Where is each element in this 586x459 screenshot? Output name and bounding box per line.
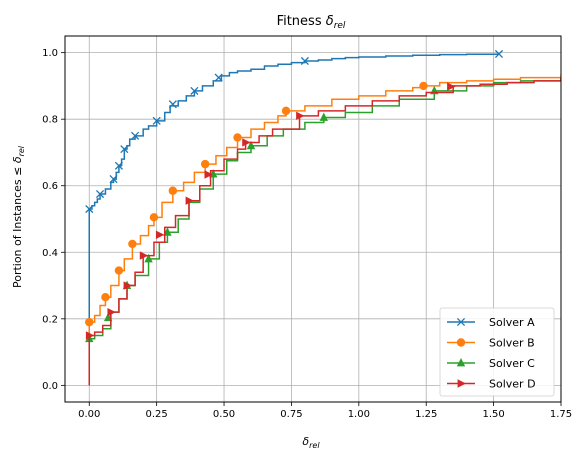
data-point-solver-a [168, 100, 177, 109]
x-tick-label: 1.50 [482, 409, 504, 420]
x-tick-label: 1.25 [415, 409, 437, 420]
x-tick-label: 0.00 [78, 409, 100, 420]
data-point-solver-d [85, 331, 95, 340]
legend-marker [456, 358, 466, 367]
legend: Solver A Solver B Solver C Solver D [439, 307, 555, 397]
data-point-solver-b [101, 292, 110, 302]
legend-label: Solver B [489, 337, 535, 350]
series-line-solver-a [88, 53, 500, 386]
x-tick-label: 1.00 [348, 409, 370, 420]
data-point-solver-a [131, 131, 140, 140]
legend-item-solver-c: Solver C [447, 357, 535, 370]
data-point-solver-d [139, 251, 149, 260]
legend-item-solver-b: Solver B [447, 337, 535, 350]
y-tick-label: 1.0 [42, 48, 58, 59]
y-tick-label: 0.4 [42, 248, 58, 259]
data-point-solver-d [185, 196, 194, 205]
y-axis: 0.0 0.2 0.4 0.6 0.8 1.0 [42, 48, 65, 392]
data-point-solver-b [114, 266, 124, 275]
legend-item-solver-a: Solver A [447, 316, 535, 329]
data-point-solver-a [95, 189, 105, 199]
legend-label: Solver C [489, 357, 535, 370]
data-point-solver-a [214, 73, 223, 82]
data-point-solver-b [128, 239, 137, 249]
legend-box [439, 307, 555, 397]
legend-marker [457, 379, 466, 388]
title-subscript: rel [334, 21, 346, 31]
data-point-solver-d [204, 170, 213, 179]
data-point-solver-b [200, 159, 210, 169]
data-point-solver-a [190, 86, 199, 95]
data-point-solver-b [85, 317, 94, 327]
legend-label: Solver D [489, 378, 536, 391]
grid [65, 36, 562, 402]
data-point-solver-d [123, 281, 132, 290]
data-point-solver-d [242, 138, 251, 147]
series-solver-d [85, 77, 561, 386]
data-point-solver-b [281, 106, 291, 116]
data-point-solver-c [144, 253, 153, 263]
series-solver-a [85, 49, 504, 386]
data-point-solver-b [233, 133, 242, 142]
y-axis-label-delta: δ [11, 156, 24, 163]
y-tick-label: 0.8 [42, 115, 58, 126]
x-axis: 0.00 0.25 0.50 0.75 1.00 1.25 1.50 1.75 [78, 402, 572, 420]
data-point-solver-d [107, 307, 116, 317]
y-tick-label: 0.6 [42, 181, 58, 192]
title-delta: δ [326, 14, 334, 29]
data-point-solver-c [246, 140, 256, 150]
y-axis-label-subscript: rel [17, 145, 26, 156]
data-point-solver-a [114, 161, 123, 170]
data-point-solver-d [296, 111, 305, 121]
legend-item-solver-d: Solver D [447, 378, 536, 391]
data-point-solver-d [155, 230, 165, 240]
legend-label: Solver A [489, 316, 535, 329]
data-point-solver-d [447, 82, 456, 91]
y-tick-label: 0.2 [42, 314, 58, 325]
legend-marker [456, 317, 466, 327]
x-tick-label: 0.25 [146, 409, 168, 420]
data-point-solver-a [85, 204, 94, 214]
y-tick-label: 0.0 [42, 381, 58, 392]
series-line-solver-d [88, 77, 561, 386]
data-point-solver-c [319, 112, 328, 121]
data-point-solver-a [494, 49, 504, 59]
plot-frame [64, 35, 562, 403]
x-tick-label: 0.75 [280, 409, 302, 420]
series-layer [85, 49, 561, 386]
data-point-solver-a [152, 116, 161, 125]
series-solver-b [85, 74, 561, 386]
data-point-solver-a [120, 145, 129, 154]
x-axis-label-subscript: rel [309, 441, 320, 450]
data-point-solver-b [149, 213, 159, 222]
y-axis-label: Portion of Instances ≤ δrel [11, 145, 26, 288]
title-text: Fitness [277, 14, 326, 29]
x-axis-label: δrel [302, 435, 320, 450]
x-axis-label-delta: δ [302, 435, 309, 448]
data-point-solver-b [419, 81, 428, 91]
y-axis-label-text: Portion of Instances ≤ [11, 163, 24, 288]
legend-marker [456, 338, 466, 347]
data-point-solver-b [168, 186, 178, 195]
chart-title: Fitness δrel [277, 14, 346, 31]
data-point-solver-a [300, 56, 309, 66]
data-point-solver-a [109, 175, 118, 184]
x-tick-label: 1.75 [550, 409, 572, 420]
x-tick-label: 0.50 [213, 409, 235, 420]
